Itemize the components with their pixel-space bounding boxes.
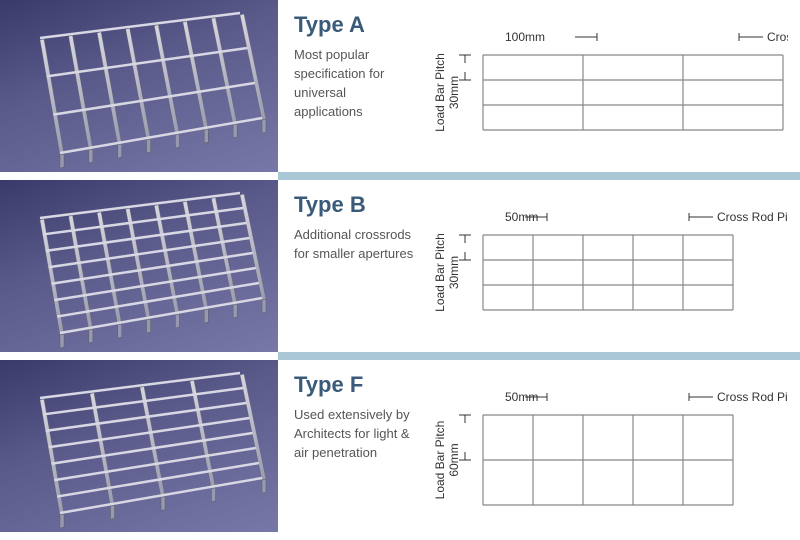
text-column: Type A Most popular specification for un… (278, 0, 428, 172)
type-title: Type F (294, 372, 418, 398)
pitch-diagram: 50mm Cross Rod Pitch Load Bar Pitch 60mm (428, 370, 788, 530)
diagram-column: 50mm Cross Rod Pitch Load Bar Pitch 30mm (428, 180, 800, 352)
text-column: Type B Additional crossrods for smaller … (278, 180, 428, 352)
diagram-column: 50mm Cross Rod Pitch Load Bar Pitch 60mm (428, 360, 800, 532)
cross-rod-pitch-label: Cross Rod Pitch (767, 30, 788, 44)
section-divider (278, 172, 800, 180)
type-description: Used extensively by Architects for light… (294, 406, 418, 463)
type-title: Type A (294, 12, 418, 38)
grating-photo (0, 0, 278, 172)
pitch-left-value: 60mm (447, 443, 461, 476)
pitch-top-value: 100mm (505, 30, 545, 44)
grating-row-type-f: Type F Used extensively by Architects fo… (0, 360, 800, 532)
grating-row-type-a: Type A Most popular specification for un… (0, 0, 800, 172)
type-description: Most popular specification for universal… (294, 46, 418, 121)
load-bar-pitch-label: Load Bar Pitch (433, 53, 447, 132)
pitch-left-value: 30mm (447, 76, 461, 109)
grating-photo (0, 360, 278, 532)
grating-photo (0, 180, 278, 352)
type-title: Type B (294, 192, 418, 218)
load-bar-pitch-label: Load Bar Pitch (433, 421, 447, 500)
cross-rod-pitch-label: Cross Rod Pitch (717, 390, 788, 404)
load-bar-pitch-label: Load Bar Pitch (433, 233, 447, 312)
pitch-left-value: 30mm (447, 256, 461, 289)
grating-row-type-b: Type B Additional crossrods for smaller … (0, 180, 800, 352)
cross-rod-pitch-label: Cross Rod Pitch (717, 210, 788, 224)
pitch-diagram: 50mm Cross Rod Pitch Load Bar Pitch 30mm (428, 190, 788, 350)
section-divider (278, 352, 800, 360)
text-column: Type F Used extensively by Architects fo… (278, 360, 428, 532)
pitch-diagram: 100mm Cross Rod Pitch Load Bar Pitch 30m… (428, 10, 788, 170)
type-description: Additional crossrods for smaller apertur… (294, 226, 418, 264)
diagram-column: 100mm Cross Rod Pitch Load Bar Pitch 30m… (428, 0, 800, 172)
